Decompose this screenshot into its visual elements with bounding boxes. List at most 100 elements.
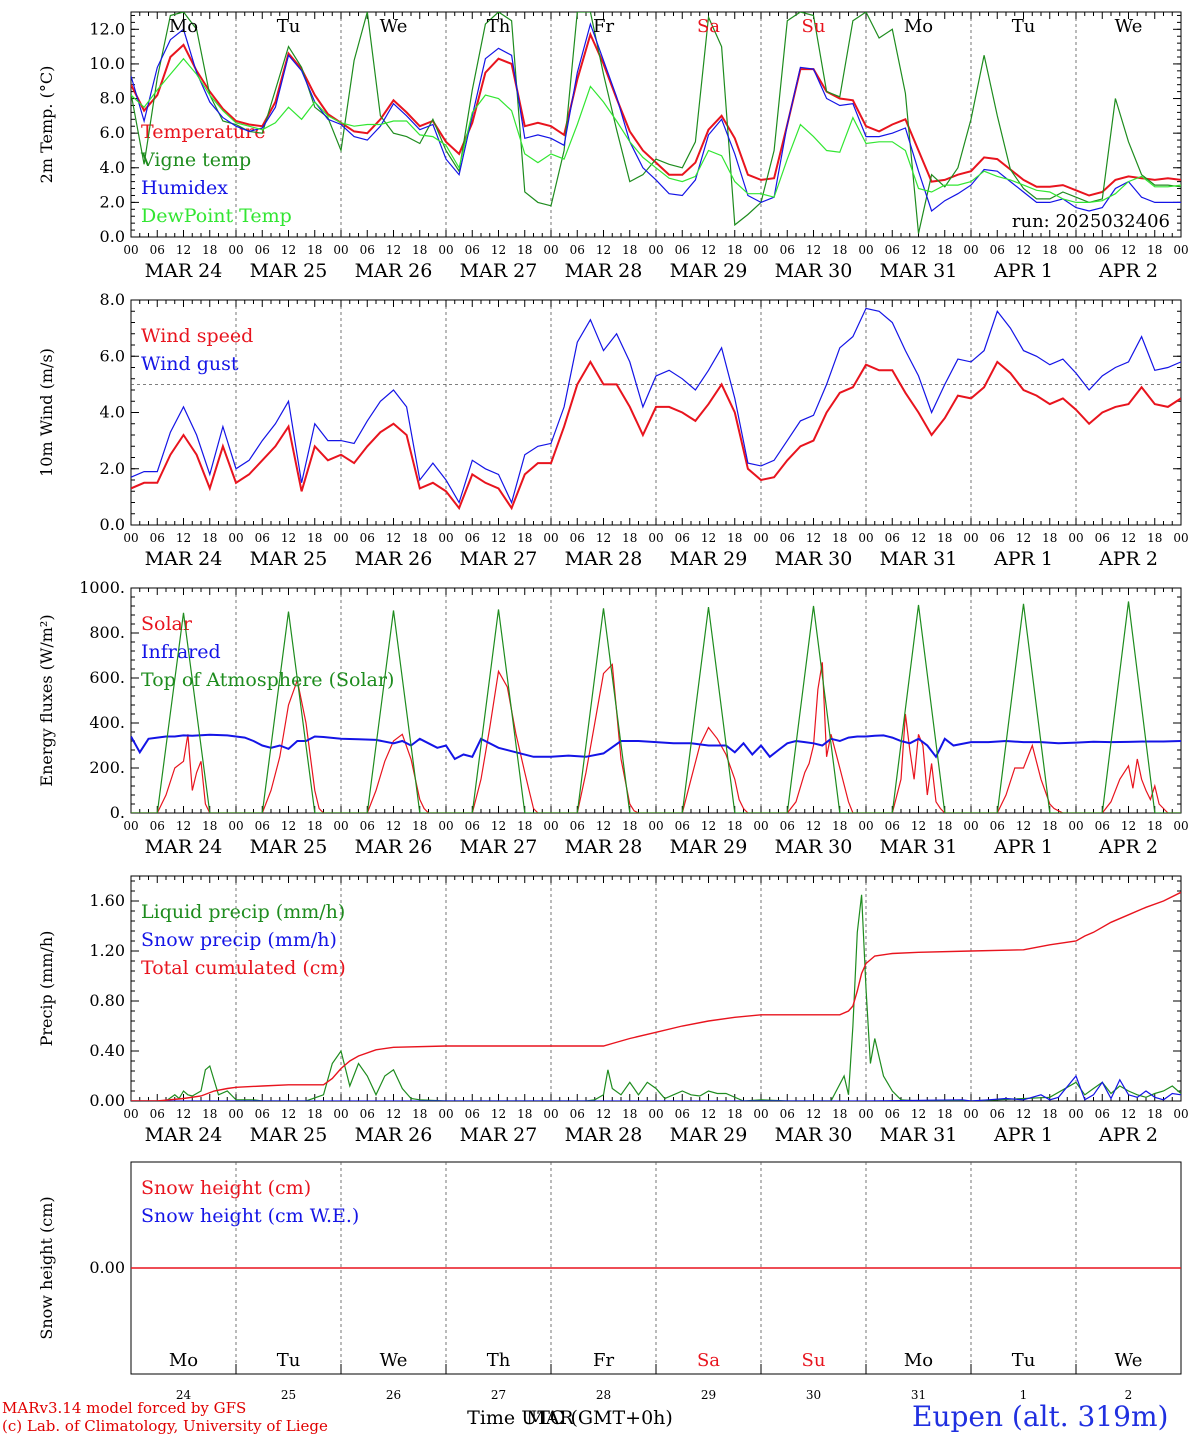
date-label: MAR 26 — [355, 260, 433, 282]
weekday-label: Th — [487, 16, 511, 37]
y-axis-label: 10m Wind (m/s) — [37, 348, 56, 477]
date-label: MAR 27 — [460, 548, 538, 570]
y-tick-label: 8.0 — [100, 290, 125, 309]
hour-tick-label: 18 — [832, 819, 847, 833]
hour-tick-label: 06 — [780, 531, 795, 545]
hour-tick-label: 06 — [675, 243, 690, 257]
hour-tick-label: 18 — [622, 819, 637, 833]
hour-tick-label: 12 — [176, 531, 191, 545]
date-label: MAR 25 — [250, 1124, 328, 1146]
hour-tick-label: 00 — [1173, 531, 1188, 545]
hour-tick-label: 00 — [753, 243, 768, 257]
hour-tick-label: 06 — [255, 243, 270, 257]
hour-tick-label: 00 — [333, 243, 348, 257]
y-tick-label: 1000. — [79, 578, 125, 597]
date-label: MAR 29 — [670, 836, 748, 858]
hour-tick-label: 06 — [360, 243, 375, 257]
date-label: APR 1 — [993, 260, 1053, 282]
weekday-label: Tu — [1012, 16, 1036, 37]
hour-tick-label: 06 — [570, 1107, 585, 1121]
panel-energy: 0. 200. 400. 600. 800. 1000. Energy fluxes (W/… — [37, 578, 1189, 858]
legend-entry: Liquid precip (mm/h) — [141, 901, 345, 923]
hour-tick-label: 00 — [858, 243, 873, 257]
hour-tick-label: 12 — [491, 243, 506, 257]
hour-tick-label: 18 — [412, 819, 427, 833]
weekday-label: We — [1115, 16, 1143, 37]
hour-tick-label: 06 — [990, 819, 1005, 833]
hour-tick-label: 00 — [648, 1107, 663, 1121]
hour-tick-label: 00 — [963, 1107, 978, 1121]
hour-tick-label: 18 — [1147, 243, 1162, 257]
y-tick-label: 0. — [110, 803, 125, 822]
hour-tick-label: 18 — [937, 531, 952, 545]
hour-tick-label: 00 — [123, 531, 138, 545]
weekday-label: Tu — [1012, 1350, 1036, 1371]
hour-tick-label: 12 — [1016, 819, 1031, 833]
weekday-label: Su — [802, 1350, 826, 1371]
hour-tick-label: 18 — [727, 1107, 742, 1121]
y-tick-label: 6.0 — [100, 123, 125, 142]
hour-tick-label: 18 — [307, 243, 322, 257]
legend-entry: Top of Atmosphere (Solar) — [141, 669, 394, 691]
panel-wind: 0.0 2.0 4.0 6.0 8.0 10m Wind (m/s) Wind speed W… — [37, 290, 1189, 570]
date-label: MAR 24 — [145, 548, 223, 570]
panel-frame — [130, 587, 1182, 814]
hour-tick-label: 18 — [937, 819, 952, 833]
hour-tick-label: 06 — [465, 243, 480, 257]
hour-tick-label: 18 — [307, 1107, 322, 1121]
hour-tick-label: 00 — [1173, 819, 1188, 833]
hour-tick-label: 12 — [1121, 243, 1136, 257]
hour-tick-label: 18 — [832, 243, 847, 257]
weekday-label: We — [380, 16, 408, 37]
hour-tick-label: 06 — [360, 1107, 375, 1121]
legend-entry: Snow height (cm W.E.) — [141, 1205, 359, 1227]
hour-tick-label: 00 — [123, 819, 138, 833]
hour-tick-label: 00 — [858, 531, 873, 545]
hour-tick-label: 06 — [675, 531, 690, 545]
legend-entry: Snow precip (mm/h) — [141, 929, 337, 951]
date-label: MAR 27 — [460, 1124, 538, 1146]
weekday-label: Fr — [593, 16, 614, 37]
y-tick-label: 0.40 — [89, 1041, 125, 1060]
date-label: APR 2 — [1098, 260, 1158, 282]
weekday-label: Su — [802, 16, 826, 37]
y-tick-label: 12.0 — [89, 19, 125, 38]
hour-tick-label: 00 — [333, 531, 348, 545]
y-tick-label: 600. — [89, 668, 125, 687]
hour-tick-label: 18 — [727, 531, 742, 545]
hour-tick-label: 06 — [465, 819, 480, 833]
legend-entry: Solar — [141, 613, 193, 635]
hour-tick-label: 12 — [701, 819, 716, 833]
legend-entry: Temperature — [141, 121, 265, 143]
hour-tick-label: 18 — [202, 243, 217, 257]
hour-tick-label: 00 — [228, 243, 243, 257]
hour-tick-label: 18 — [622, 1107, 637, 1121]
hour-tick-label: 18 — [1147, 819, 1162, 833]
y-tick-label: 4.0 — [100, 403, 125, 422]
hour-tick-label: 18 — [727, 243, 742, 257]
y-tick-label: 0.0 — [100, 227, 125, 246]
hour-tick-label: 18 — [307, 819, 322, 833]
y-tick-label: 2.0 — [100, 192, 125, 211]
hour-tick-label: 06 — [885, 243, 900, 257]
y-tick-label: 0.00 — [89, 1258, 125, 1277]
weekday-label: Th — [487, 1350, 511, 1371]
hour-tick-label: 06 — [675, 1107, 690, 1121]
date-label: MAR 25 — [250, 260, 328, 282]
hour-tick-label: 06 — [570, 819, 585, 833]
day-number-label: 31 — [911, 1388, 926, 1402]
panel-precip: 0.00 0.40 0.80 1.20 1.60 Precip (mm/h) Liquid … — [37, 875, 1189, 1146]
hour-tick-label: 12 — [176, 243, 191, 257]
date-label: MAR 28 — [565, 1124, 643, 1146]
hour-tick-label: 18 — [517, 531, 532, 545]
hour-tick-label: 12 — [1121, 1107, 1136, 1121]
day-number-label: 30 — [806, 1388, 821, 1402]
hour-tick-label: 12 — [1121, 819, 1136, 833]
day-number-label: 27 — [491, 1388, 506, 1402]
legend-entry: Wind speed — [141, 325, 253, 347]
model-credit: MARv3.14 model forced by GFS (c) Lab. of… — [2, 1399, 328, 1435]
hour-tick-label: 12 — [281, 243, 296, 257]
hour-tick-label: 00 — [963, 243, 978, 257]
hour-tick-label: 00 — [123, 1107, 138, 1121]
hour-tick-label: 18 — [1147, 531, 1162, 545]
